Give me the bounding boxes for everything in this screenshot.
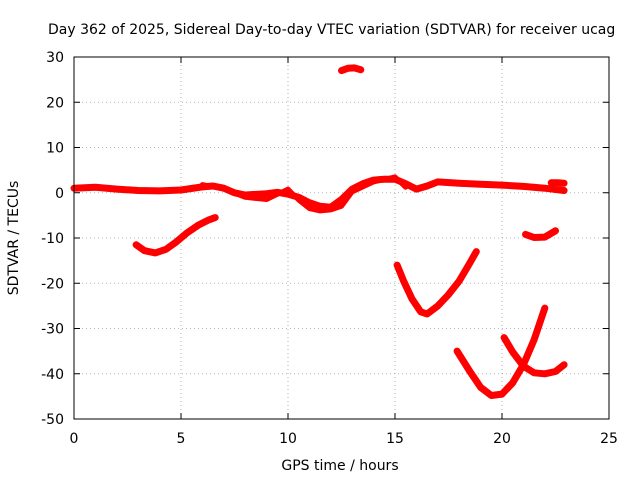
- series-arc-e: [500, 334, 568, 378]
- y-tick-labels: -50 -40 -30 -20 -10 0 10 20 30: [41, 50, 64, 428]
- y-tick-label: -30: [41, 322, 64, 338]
- y-tick-label: 20: [46, 95, 64, 111]
- y-tick-label: -10: [41, 231, 64, 247]
- chart-title: Day 362 of 2025, Sidereal Day-to-day VTE…: [48, 22, 615, 38]
- y-tick-label: 10: [46, 141, 64, 157]
- x-tick-label: 0: [70, 431, 79, 447]
- y-tick-label: 0: [55, 186, 64, 202]
- series-arc-a: [132, 214, 219, 257]
- series-arc-f: [522, 227, 559, 241]
- x-tick-label: 10: [279, 431, 297, 447]
- y-axis-title: SDTVAR / TECUs: [6, 181, 22, 296]
- x-tick-label: 15: [386, 431, 404, 447]
- x-tick-labels: 0 5 10 15 20 25: [70, 431, 618, 447]
- series-band-spread: [199, 174, 409, 214]
- y-tick-label: -20: [41, 276, 64, 292]
- y-tick-label: -40: [41, 367, 64, 383]
- x-axis-title: GPS time / hours: [281, 458, 398, 474]
- data-series: [70, 64, 568, 399]
- axis-ticks: [73, 56, 610, 420]
- y-tick-label: 30: [46, 50, 64, 66]
- x-tick-label: 20: [493, 431, 511, 447]
- x-tick-label: 5: [177, 431, 186, 447]
- series-arc-b: [338, 64, 365, 75]
- series-main-band: [70, 175, 568, 211]
- x-tick-label: 25: [600, 431, 618, 447]
- series-arc-d: [453, 304, 549, 399]
- series-arc-c: [393, 248, 480, 318]
- y-tick-label: -50: [41, 412, 64, 428]
